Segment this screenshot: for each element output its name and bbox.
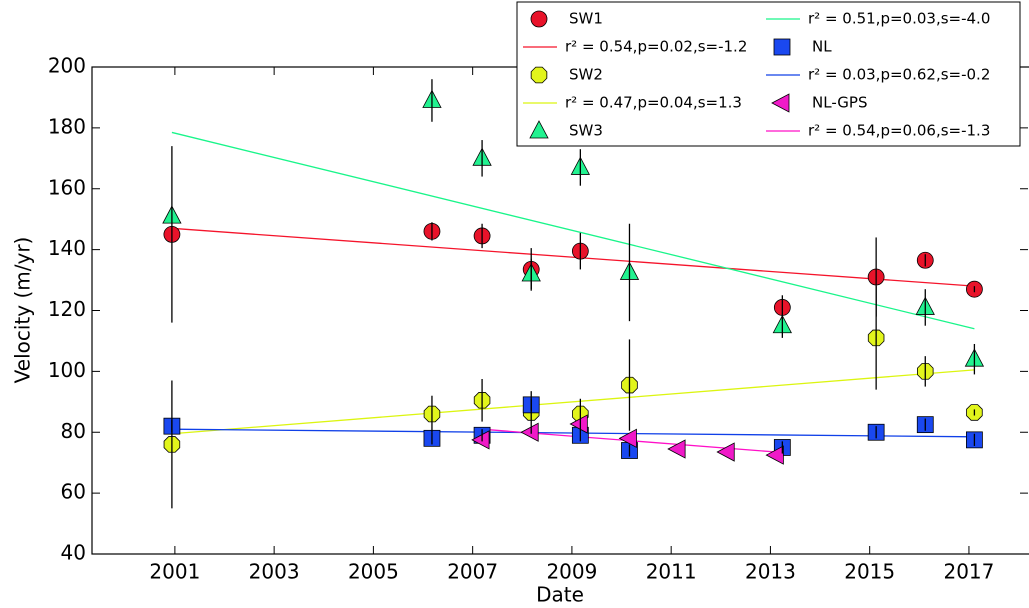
x-tick-label: 2015: [844, 560, 895, 584]
x-tick-label: 2003: [249, 560, 300, 584]
y-tick-label: 140: [48, 236, 86, 260]
marker: [520, 422, 539, 442]
y-tick-label: 120: [48, 297, 86, 321]
x-tick-label: 2011: [646, 560, 697, 584]
y-tick-label: 200: [48, 54, 86, 78]
marker: [530, 10, 548, 28]
y-tick-label: 180: [48, 114, 86, 138]
legend-label: SW3: [569, 122, 603, 140]
marker: [716, 442, 735, 462]
x-tick-label: 2005: [348, 560, 399, 584]
x-axis-label: Date: [536, 583, 584, 607]
y-tick-label: 60: [61, 480, 86, 504]
legend-label: r² = 0.03,p=0.62,s=-0.2: [808, 66, 990, 84]
x-tick-label: 2013: [745, 560, 796, 584]
y-tick-label: 80: [61, 419, 86, 443]
legend-label: NL-GPS: [812, 94, 867, 112]
trend-line: [171, 227, 975, 287]
y-tick-label: 100: [48, 358, 86, 382]
marker: [471, 430, 490, 450]
x-tick-label: 2017: [943, 560, 994, 584]
marker: [618, 428, 637, 449]
marker: [667, 439, 686, 459]
marker: [771, 93, 790, 113]
legend-box: [516, 1, 1021, 147]
legend-label: SW2: [569, 66, 603, 84]
marker: [569, 414, 588, 434]
marker: [773, 38, 791, 56]
trend-line: [171, 131, 975, 330]
legend-label: r² = 0.47,p=0.04,s=1.3: [565, 94, 742, 112]
marker: [529, 120, 549, 139]
legend-label: r² = 0.54,p=0.02,s=-1.2: [565, 38, 747, 56]
x-tick-label: 2009: [546, 560, 597, 584]
marker: [530, 66, 548, 84]
marker: [765, 445, 784, 465]
x-tick-label: 2007: [447, 560, 498, 584]
y-tick-label: 160: [48, 175, 86, 199]
legend-label: NL: [812, 38, 832, 56]
trend-line: [171, 369, 975, 435]
legend-label: SW1: [569, 10, 603, 28]
x-tick-label: 2001: [149, 560, 200, 584]
y-tick-label: 40: [61, 541, 86, 565]
legend: SW1 r² = 0.54,p=0.02,s=-1.2 SW2 r² = 0.47,p…: [516, 1, 1021, 147]
y-axis-label: Velocity (m/yr): [11, 237, 35, 384]
plot-area: [162, 79, 985, 509]
legend-label: r² = 0.51,p=0.03,s=-4.0: [808, 10, 990, 28]
legend-label: r² = 0.54,p=0.06,s=-1.3: [808, 122, 990, 140]
